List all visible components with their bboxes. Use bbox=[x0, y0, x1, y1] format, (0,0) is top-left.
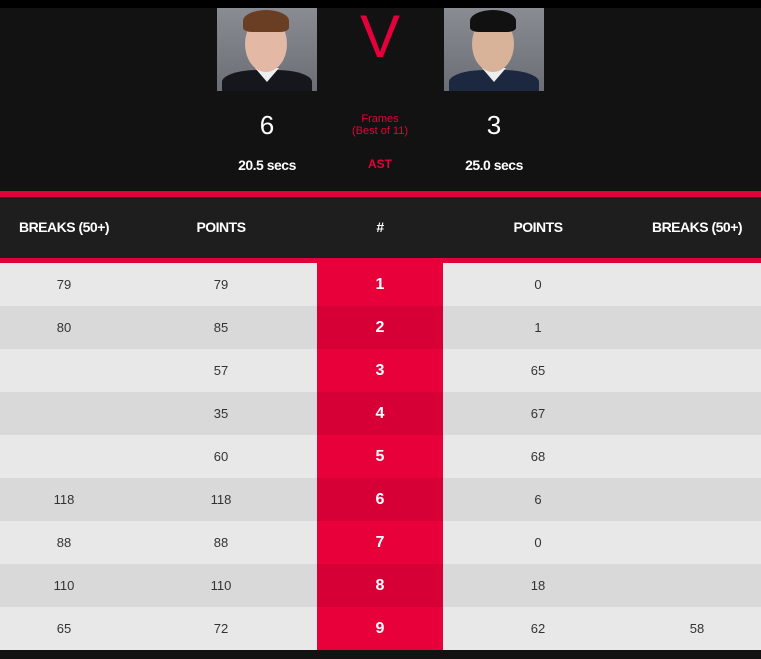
table-row: 60 5 68 bbox=[0, 435, 761, 478]
cell-points-p1: 35 bbox=[213, 406, 229, 421]
browser-top-bar bbox=[0, 0, 761, 8]
cell-points-p2: 62 bbox=[530, 621, 546, 636]
cell-points-p1: 57 bbox=[213, 363, 229, 378]
cell-points-p1: 60 bbox=[213, 449, 229, 464]
cell-frame-number: 2 bbox=[317, 306, 443, 349]
cell-points-p2: 0 bbox=[534, 277, 542, 292]
cell-points-p2: 6 bbox=[534, 492, 542, 507]
cell-frame-number: 6 bbox=[317, 478, 443, 521]
cell-points-p1: 118 bbox=[210, 492, 232, 507]
versus-label: V bbox=[359, 3, 401, 70]
table-row: 35 4 67 bbox=[0, 392, 761, 435]
cell-points-p1: 85 bbox=[213, 320, 229, 335]
cell-points-p1: 72 bbox=[213, 621, 229, 636]
header-frame-number: # bbox=[376, 219, 384, 235]
frames-text: Frames bbox=[361, 113, 399, 125]
player1-photo bbox=[217, 8, 317, 91]
cell-frame-number: 8 bbox=[317, 564, 443, 607]
table-header: BREAKS (50+) POINTS # POINTS BREAKS (50+… bbox=[0, 197, 761, 258]
divider bbox=[0, 191, 761, 197]
table-row: 118 118 6 6 bbox=[0, 478, 761, 521]
table-row: 88 88 7 0 bbox=[0, 521, 761, 564]
best-of-text: (Best of 11) bbox=[351, 125, 409, 137]
cell-breaks-p1: 79 bbox=[56, 277, 72, 292]
cell-points-p1: 79 bbox=[213, 277, 229, 292]
cell-points-p1: 88 bbox=[213, 535, 229, 550]
cell-points-p2: 68 bbox=[530, 449, 546, 464]
cell-frame-number: 5 bbox=[317, 435, 443, 478]
cell-breaks-p1: 65 bbox=[56, 621, 72, 636]
cell-breaks-p1: 118 bbox=[53, 492, 75, 507]
cell-breaks-p2: 58 bbox=[689, 621, 705, 636]
table-row: 65 72 9 62 58 bbox=[0, 607, 761, 650]
header-breaks-p2: BREAKS (50+) bbox=[651, 219, 743, 235]
cell-breaks-p1: 88 bbox=[56, 535, 72, 550]
cell-points-p2: 67 bbox=[530, 406, 546, 421]
cell-frame-number: 9 bbox=[317, 607, 443, 650]
table-row: 57 3 65 bbox=[0, 349, 761, 392]
player2-photo bbox=[444, 8, 544, 91]
cell-frame-number: 1 bbox=[317, 263, 443, 306]
cell-breaks-p1: 80 bbox=[56, 320, 72, 335]
cell-points-p2: 18 bbox=[530, 578, 546, 593]
header-points-p2: POINTS bbox=[513, 219, 563, 235]
cell-points-p2: 0 bbox=[534, 535, 542, 550]
ast-label: AST bbox=[368, 157, 392, 171]
cell-points-p1: 110 bbox=[210, 578, 232, 593]
cell-points-p2: 65 bbox=[530, 363, 546, 378]
header-points-p1: POINTS bbox=[196, 219, 246, 235]
player1-frames: 6 bbox=[259, 110, 275, 140]
cell-frame-number: 3 bbox=[317, 349, 443, 392]
player2-frames: 3 bbox=[486, 110, 502, 140]
player2-ast: 25.0 secs bbox=[465, 157, 523, 173]
cell-frame-number: 7 bbox=[317, 521, 443, 564]
divider bbox=[0, 258, 761, 263]
cell-frame-number: 4 bbox=[317, 392, 443, 435]
cell-points-p2: 1 bbox=[534, 320, 542, 335]
header-breaks-p1: BREAKS (50+) bbox=[18, 219, 110, 235]
table-row: 79 79 1 0 bbox=[0, 263, 761, 306]
table-row: 80 85 2 1 bbox=[0, 306, 761, 349]
cell-breaks-p1: 110 bbox=[53, 578, 75, 593]
table-row: 110 110 8 18 bbox=[0, 564, 761, 607]
frames-label: Frames (Best of 11) bbox=[330, 113, 430, 137]
player1-ast: 20.5 secs bbox=[238, 157, 296, 173]
